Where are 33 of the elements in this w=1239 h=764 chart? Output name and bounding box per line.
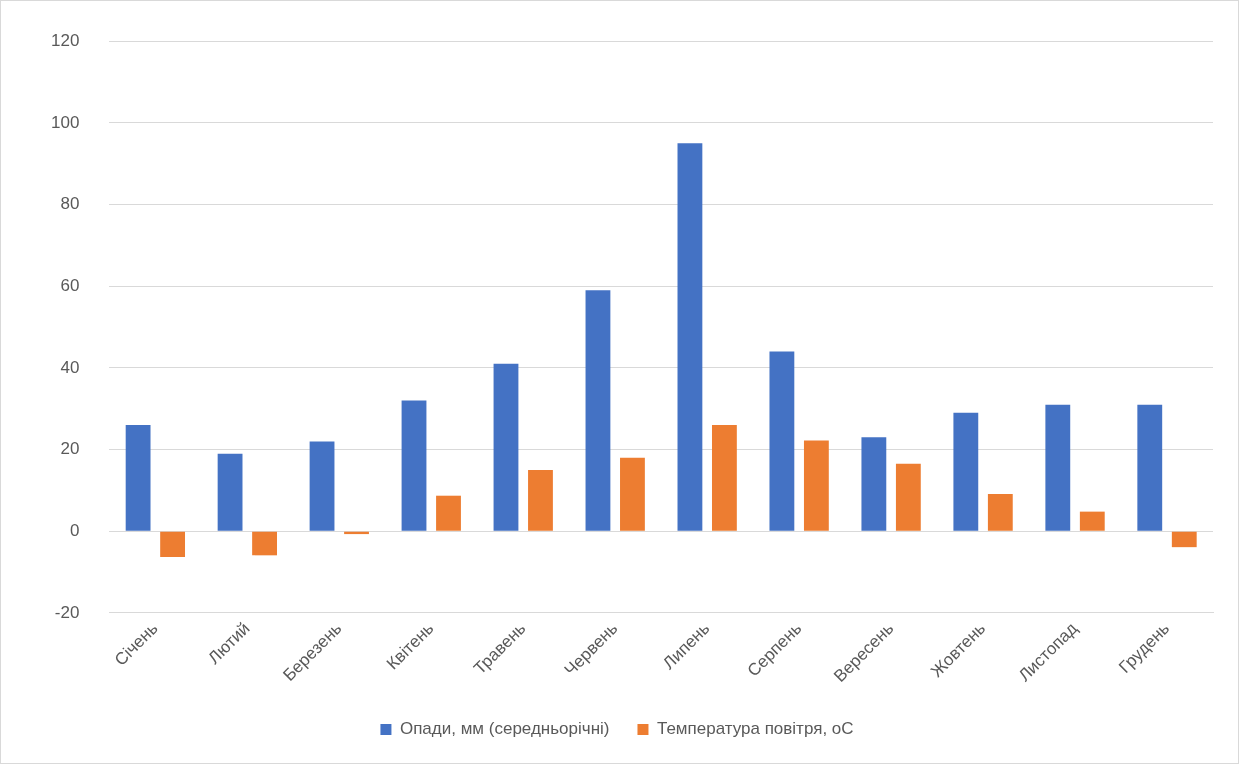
bar bbox=[712, 425, 737, 531]
bar bbox=[987, 494, 1013, 531]
bar bbox=[252, 531, 277, 556]
bar bbox=[803, 440, 829, 531]
bar bbox=[401, 400, 427, 531]
bar bbox=[125, 425, 151, 531]
bar bbox=[861, 437, 887, 531]
bar bbox=[585, 290, 611, 531]
legend-label: Опади, мм (середньорічні) bbox=[399, 719, 610, 739]
legend-label: Температура повітря, оС bbox=[656, 719, 854, 739]
y-tick-label: 60 bbox=[60, 275, 80, 295]
bar bbox=[1137, 404, 1163, 531]
y-tick-label: 120 bbox=[50, 30, 80, 50]
bar bbox=[528, 469, 553, 531]
bar bbox=[1079, 511, 1105, 531]
y-tick-label: 0 bbox=[69, 520, 80, 540]
bar bbox=[1171, 531, 1197, 548]
y-tick-label: 100 bbox=[50, 112, 80, 132]
bar bbox=[217, 453, 243, 531]
bar bbox=[1045, 404, 1071, 531]
bar bbox=[677, 143, 703, 531]
bar bbox=[769, 351, 795, 531]
bar bbox=[160, 531, 186, 557]
y-tick-label: -20 bbox=[54, 602, 80, 622]
y-tick-label: 40 bbox=[60, 357, 80, 377]
y-tick-label: 20 bbox=[60, 439, 80, 459]
bar bbox=[953, 412, 979, 531]
bar bbox=[436, 495, 461, 531]
bar bbox=[309, 441, 335, 531]
bar bbox=[895, 463, 921, 531]
bar bbox=[493, 363, 519, 531]
bar bbox=[620, 457, 645, 531]
y-tick-label: 80 bbox=[60, 194, 80, 214]
